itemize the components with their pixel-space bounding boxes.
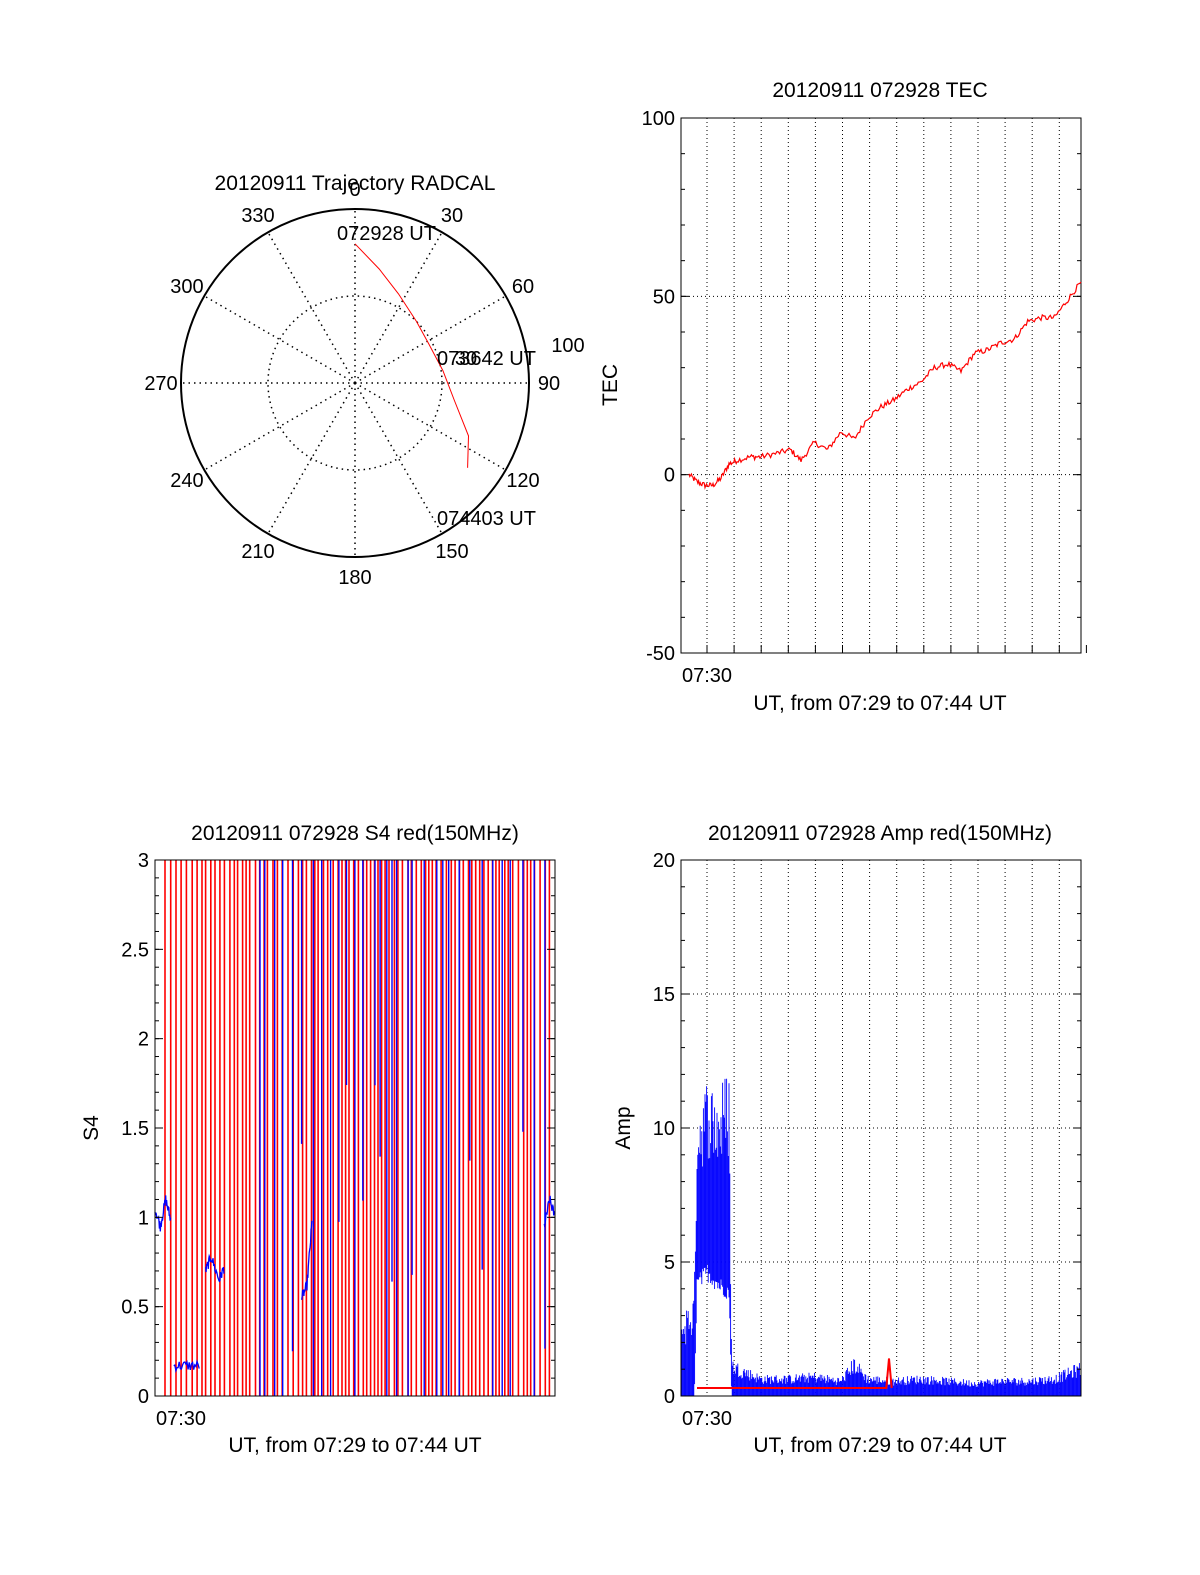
amp-ytick-label-20: 20	[653, 850, 675, 872]
amp-ytick-label-5: 5	[664, 1252, 675, 1274]
s4-red-spikes	[164, 860, 551, 1396]
polar-angle-labels: 0 30 60 90 120 150 180 210 240 270 300 330	[144, 179, 560, 589]
polar-spoke-150	[354, 382, 443, 535]
tec-grid	[681, 118, 1081, 653]
tec-y-ticks: -50 0 50 100	[642, 108, 1081, 665]
s4-ytick-label-2.5: 2.5	[121, 939, 149, 961]
polar-angle-label-90: 90	[538, 373, 560, 395]
s4-blue-segment-3	[301, 1220, 313, 1300]
polar-radial-label-100: 100	[551, 335, 584, 357]
s4-chart: 20120911 072928 S4 red(150MHz) 0 0.5 1 1.5 2…	[80, 822, 556, 1457]
amp-red-series	[697, 1358, 893, 1389]
tec-x-tick-label: 07:30	[682, 665, 732, 687]
polar-spoke-120	[354, 382, 507, 471]
trajectory-mid-label: 073642 UT	[437, 348, 536, 370]
polar-angle-label-300: 300	[170, 276, 203, 298]
tec-y-label: TEC	[599, 364, 622, 406]
s4-ytick-label-0.5: 0.5	[121, 1297, 149, 1319]
s4-blue-segment-1	[173, 1359, 200, 1374]
amp-ytick-label-10: 10	[653, 1118, 675, 1140]
s4-blue-segments	[154, 1195, 556, 1374]
tec-ytick-label--50: -50	[646, 643, 675, 665]
polar-grid	[180, 208, 530, 558]
amp-title: 20120911 072928 Amp red(150MHz)	[708, 822, 1052, 845]
s4-ytick-label-1.5: 1.5	[121, 1118, 149, 1140]
polar-angle-label-0: 0	[349, 179, 360, 201]
polar-title: 20120911 Trajectory RADCAL	[215, 172, 496, 195]
amp-ytick-label-15: 15	[653, 984, 675, 1006]
s4-y-ticks: 0 0.5 1 1.5 2 2.5 3	[121, 850, 555, 1408]
s4-x-tick-label: 07:30	[156, 1408, 206, 1430]
polar-spoke-30	[354, 231, 443, 384]
tec-plot-frame	[680, 117, 1082, 654]
s4-y-label: S4	[80, 1115, 103, 1141]
polar-angle-label-330: 330	[241, 205, 274, 227]
polar-spoke-330	[267, 231, 356, 384]
tec-ytick-label-100: 100	[642, 108, 675, 130]
amp-grid	[681, 860, 1081, 1396]
polar-inner-circle	[267, 295, 443, 471]
amp-chart: 20120911 072928 Amp red(150MHz) 0 5 10 15 20…	[612, 822, 1082, 1457]
polar-angle-label-180: 180	[338, 567, 371, 589]
s4-blue-spikes	[259, 860, 546, 1396]
polar-spoke-210	[267, 382, 356, 535]
s4-blue-segment-2	[205, 1253, 225, 1283]
amp-red-line	[697, 1358, 893, 1389]
s4-ytick-label-0: 0	[138, 1386, 149, 1408]
s4-blue-segment-4	[543, 1195, 556, 1228]
amp-ytick-label-0: 0	[664, 1386, 675, 1408]
tec-ytick-label-0: 0	[664, 465, 675, 487]
polar-spoke-300	[203, 295, 356, 384]
polar-spoke-60	[354, 295, 507, 384]
amp-x-tick-label: 07:30	[682, 1408, 732, 1430]
polar-angle-label-30: 30	[441, 205, 463, 227]
s4-ytick-label-1: 1	[138, 1207, 149, 1229]
polar-spoke-240	[203, 382, 356, 471]
polar-angle-label-270: 270	[144, 373, 177, 395]
amp-y-label: Amp	[612, 1106, 635, 1149]
amp-y-ticks: 0 5 10 15 20	[653, 850, 1081, 1408]
polar-radial-label-30: 30	[455, 348, 477, 370]
polar-trajectory-chart: 20120911 Trajectory RADCAL 0 30 60 90 120 150…	[144, 172, 584, 589]
polar-angle-label-150: 150	[435, 541, 468, 563]
tec-x-minor-ticks	[706, 645, 1087, 653]
s4-ytick-label-3: 3	[138, 850, 149, 872]
s4-x-label: UT, from 07:29 to 07:44 UT	[228, 1434, 481, 1457]
s4-title: 20120911 072928 S4 red(150MHz)	[191, 822, 519, 845]
trajectory-end-label: 074403 UT	[437, 508, 536, 530]
amp-blue-series	[680, 1078, 1081, 1396]
tec-series-line	[688, 281, 1082, 490]
trajectory-start-label: 072928 UT	[337, 223, 436, 245]
polar-angle-label-240: 240	[170, 470, 203, 492]
tec-title: 20120911 072928 TEC	[772, 79, 987, 102]
polar-outer-circle	[180, 208, 530, 558]
trajectory-line	[354, 243, 470, 468]
s4-blue-segment-0	[154, 1195, 172, 1232]
tec-ytick-label-50: 50	[653, 286, 675, 308]
s4-ytick-label-2: 2	[138, 1029, 149, 1051]
tec-x-label: UT, from 07:29 to 07:44 UT	[753, 692, 1006, 715]
polar-angle-label-210: 210	[241, 541, 274, 563]
amp-x-label: UT, from 07:29 to 07:44 UT	[753, 1434, 1006, 1457]
polar-angle-label-120: 120	[506, 470, 539, 492]
polar-angle-label-60: 60	[512, 276, 534, 298]
